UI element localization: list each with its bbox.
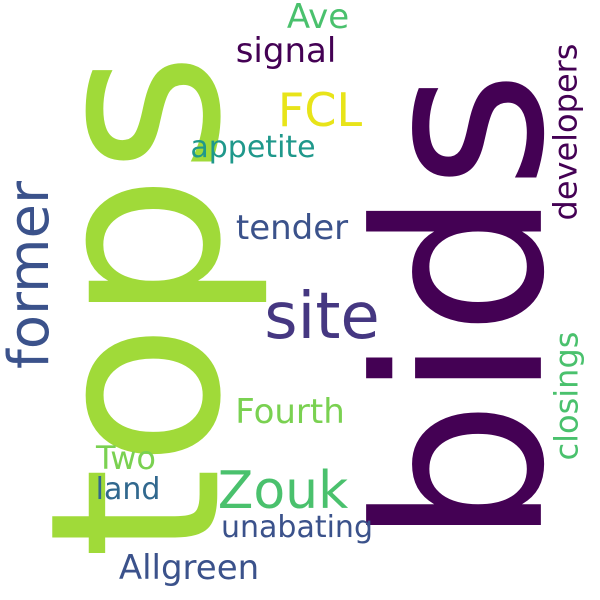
word-unabating: unabating	[221, 510, 373, 545]
word-two: Two	[96, 439, 156, 477]
word-fourth: Fourth	[235, 392, 345, 432]
word-zouk: Zouk	[217, 461, 349, 521]
word-signal: signal	[235, 31, 337, 71]
word-land: land	[95, 472, 161, 507]
word-allgreen: Allgreen	[118, 548, 260, 588]
word-former: former	[0, 180, 63, 370]
word-closings: closings	[546, 331, 585, 461]
word-fcl: FCL	[277, 83, 363, 137]
word-tender: tender	[235, 208, 349, 248]
word-site: site	[264, 280, 380, 354]
word-bids: bids	[328, 70, 596, 546]
word-appetite: appetite	[190, 130, 316, 165]
word-ave: Ave	[286, 0, 350, 37]
word-developers: developers	[545, 43, 584, 221]
